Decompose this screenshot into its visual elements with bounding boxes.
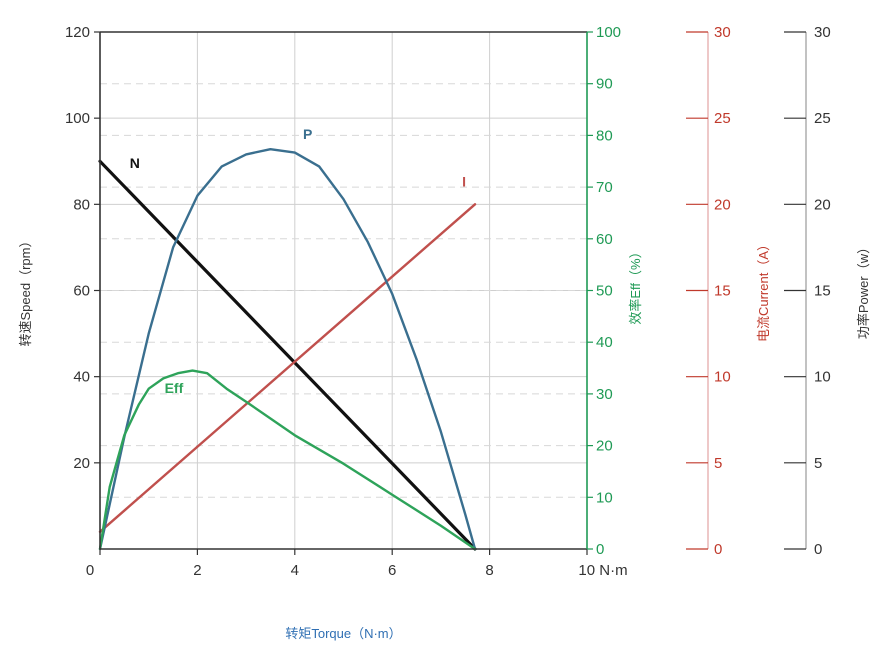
eff-tick-label: 60 (596, 231, 613, 248)
series-lines (98, 147, 477, 551)
series-line-i (98, 203, 477, 533)
power-tick-label: 30 (814, 24, 831, 41)
current-tick-label: 20 (714, 196, 731, 213)
series-label-i: I (462, 173, 466, 189)
eff-tick-label: 40 (596, 334, 613, 351)
current-axis-title: 电流Current（A） (756, 238, 771, 342)
x-tick-label: 8 (485, 562, 493, 579)
speed-tick-label: 40 (73, 369, 90, 386)
eff-tick-label: 30 (596, 386, 613, 403)
power-tick-label: 25 (814, 110, 831, 127)
eff-tick-label: 100 (596, 24, 621, 41)
speed-tick-label: 80 (73, 196, 90, 213)
eff-tick-label: 10 (596, 489, 613, 506)
current-tick-label: 30 (714, 24, 731, 41)
labels: N I P Eff 转矩Torque（N·m） 转速Speed（rpm） 效率Eff（%） 电… (18, 126, 871, 641)
axes: 0 2 4 6 8 10 N·m20406080100120010203040506070… (65, 24, 831, 579)
power-tick-label: 10 (814, 369, 831, 386)
power-tick-label: 0 (814, 541, 822, 558)
eff-tick-label: 50 (596, 283, 613, 300)
power-axis-title: 功率Power（w） (856, 241, 871, 339)
x-tick-label: 4 (291, 562, 299, 579)
power-tick-label: 5 (814, 455, 822, 472)
current-tick-label: 10 (714, 369, 731, 386)
current-tick-label: 0 (714, 541, 722, 558)
x-tick-label: 6 (388, 562, 396, 579)
series-label-n: N (130, 155, 140, 171)
eff-tick-label: 20 (596, 438, 613, 455)
eff-tick-label: 70 (596, 179, 613, 196)
eff-axis-title: 效率Eff（%） (628, 245, 643, 324)
grid (100, 32, 587, 549)
eff-tick-label: 90 (596, 76, 613, 93)
current-tick-label: 25 (714, 110, 731, 127)
power-tick-label: 20 (814, 196, 831, 213)
series-label-eff: Eff (165, 380, 184, 396)
eff-tick-label: 80 (596, 127, 613, 144)
x-tick-label: 0 (86, 562, 94, 579)
speed-tick-label: 20 (73, 455, 90, 472)
current-tick-label: 5 (714, 455, 722, 472)
speed-tick-label: 60 (73, 283, 90, 300)
x-tick-label: 10 N·m (578, 562, 627, 579)
eff-tick-label: 0 (596, 541, 604, 558)
series-label-p: P (303, 126, 312, 142)
power-tick-label: 15 (814, 283, 831, 300)
speed-tick-label: 120 (65, 24, 90, 41)
series-line-p (98, 147, 477, 551)
x-tick-label: 2 (193, 562, 201, 579)
speed-tick-label: 100 (65, 110, 90, 127)
speed-axis-title: 转速Speed（rpm） (18, 235, 33, 347)
series-line-n (98, 159, 477, 551)
series-line-eff (98, 369, 477, 551)
x-axis-title: 转矩Torque（N·m） (285, 626, 401, 641)
current-tick-label: 15 (714, 283, 731, 300)
